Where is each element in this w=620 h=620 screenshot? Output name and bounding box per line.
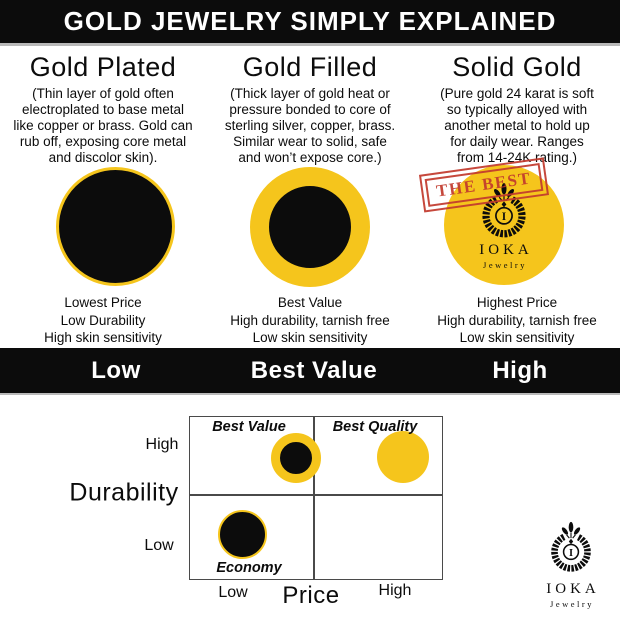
column-gold-filled: Gold Filled (Thick layer of gold heat or…: [207, 52, 413, 166]
summary-line: Low skin sensitivity: [459, 330, 575, 346]
column-heading-solid-gold: Solid Gold: [452, 52, 582, 82]
title-bar: GOLD JEWELRY SIMPLY EXPLAINED: [0, 0, 620, 46]
ioka-crest-icon: [542, 520, 600, 575]
summary-line: Low skin sensitivity: [252, 330, 368, 346]
summary-solid-gold: Highest Price High durability, tarnish f…: [414, 294, 620, 347]
quadrant-label-economy: Economy: [216, 560, 282, 576]
grid-horizontal-divider: [190, 494, 442, 496]
grid-vertical-divider: [313, 417, 315, 579]
column-solid-gold: Solid Gold (Pure gold 24 karat is soft s…: [414, 52, 620, 166]
value-bar: Low Best Value High: [0, 348, 620, 395]
column-gold-plated: Gold Plated (Thin layer of gold often el…: [0, 52, 206, 166]
summary-line: Lowest Price: [64, 295, 142, 310]
y-axis-title-durability: Durability: [69, 478, 179, 507]
brand-name: IOKA: [479, 242, 533, 258]
gold-plated-circle-icon: [56, 167, 175, 286]
footer-brand-logo: IOKA Jewelry: [534, 520, 608, 609]
quadrant-label-best-value: Best Value: [212, 419, 286, 435]
brand-subtitle: Jewelry: [550, 599, 594, 609]
summary-line: Highest Price: [476, 295, 558, 310]
column-heading-gold-plated: Gold Plated: [29, 52, 177, 82]
value-bar-label-low: Low: [91, 357, 141, 384]
y-axis-tick-high: High: [145, 436, 179, 453]
summary-gold-plated: Lowest Price Low Durability High skin se…: [0, 294, 206, 347]
solid-gold-circle-icon: IOKA Jewelry: [444, 165, 564, 285]
bubble-economy: [218, 510, 267, 559]
brand-subtitle: Jewelry: [483, 260, 527, 270]
summary-line: Best Value: [277, 295, 343, 310]
value-bar-label-best-value: Best Value: [250, 357, 378, 384]
summary-line: High durability, tarnish free: [230, 312, 390, 328]
column-heading-gold-filled: Gold Filled: [242, 52, 378, 82]
summary-gold-filled: Best Value High durability, tarnish free…: [207, 294, 413, 347]
page-title: GOLD JEWELRY SIMPLY EXPLAINED: [63, 6, 557, 36]
x-axis-title-price: Price: [282, 582, 340, 609]
column-description-gold-plated: (Thin layer of gold often electroplated …: [13, 86, 193, 165]
brand-name: IOKA: [546, 581, 600, 597]
y-axis-tick-low: Low: [144, 537, 174, 554]
column-description-gold-filled: (Thick layer of gold heat or pressure bo…: [224, 86, 396, 165]
column-description-solid-gold: (Pure gold 24 karat is soft so typically…: [440, 86, 594, 165]
x-axis-tick-low: Low: [218, 584, 248, 601]
summary-line: High durability, tarnish free: [437, 312, 597, 328]
summary-line: High skin sensitivity: [44, 330, 162, 346]
gold-filled-circle-icon: [250, 167, 370, 287]
quadrant-label-best-quality: Best Quality: [332, 419, 418, 435]
chart-grid: [189, 416, 443, 580]
bubble-best-value: [271, 433, 321, 483]
value-bar-label-high: High: [492, 357, 548, 384]
bubble-best-quality: [377, 431, 429, 483]
x-axis-tick-high: High: [378, 582, 412, 599]
summary-line: Low Durability: [60, 312, 146, 328]
